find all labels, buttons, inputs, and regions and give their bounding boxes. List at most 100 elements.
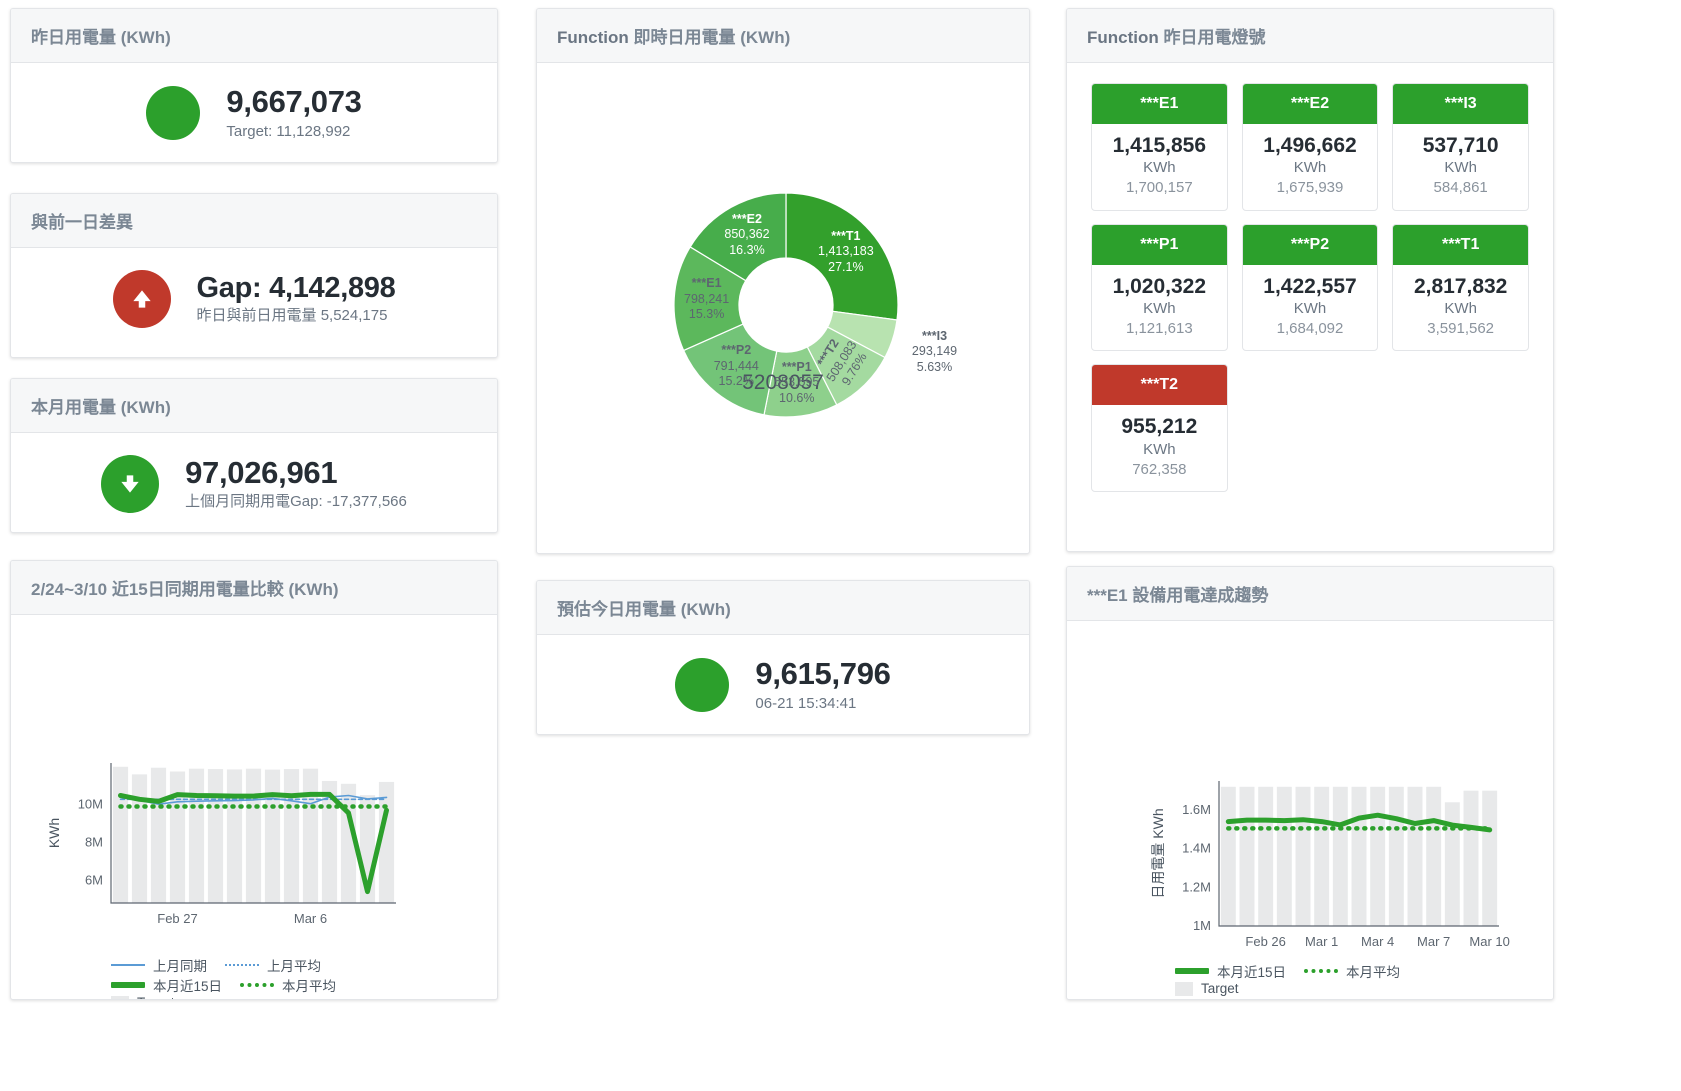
donut-title-en: Function <box>557 28 629 47</box>
y-tick-label: 10M <box>78 797 103 812</box>
light-badge-unit: KWh <box>1143 159 1176 177</box>
legend-item[interactable]: 上月同期 <box>111 955 207 975</box>
target-bar <box>1482 790 1498 926</box>
light-badge[interactable]: ***T2 955,212 KWh 762,358 <box>1091 364 1228 493</box>
arrow-down-icon <box>101 455 160 513</box>
legend-label: 本月平均 <box>282 979 337 994</box>
compare-chart-svg: 6M 8M 10M Feb 27 Mar 6 KWh <box>46 763 396 926</box>
legend-item[interactable]: Target <box>1175 981 1239 996</box>
target-bar <box>1314 786 1330 926</box>
target-bar <box>1463 790 1479 926</box>
legend-label: 本月近15日 <box>1217 965 1287 980</box>
donut-slice[interactable] <box>785 192 899 321</box>
light-badge-name: ***E1 <box>1092 84 1227 124</box>
kpi-month-body: 97,026,961 上個月同期用電Gap: -17,377,566 <box>11 433 497 532</box>
light-badge-grid: ***E1 1,415,856 KWh 1,700,157 ***E2 1,496,662… <box>1067 63 1553 518</box>
kpi-yesterday-text: 9,667,073 Target: 11,128,992 <box>226 84 362 141</box>
legend-item[interactable]: 上月平均 <box>225 955 321 975</box>
donut-title-zh: 即時日用電量 (KWh) <box>633 28 791 47</box>
legend-row: Target <box>111 995 354 999</box>
donut-slice[interactable] <box>689 192 787 282</box>
light-badge-value: 1,415,856 <box>1112 134 1207 157</box>
target-bar <box>1258 786 1274 926</box>
target-bar <box>150 767 167 903</box>
legend-swatch-icon <box>111 982 145 988</box>
light-badge-value: 1,496,662 <box>1263 134 1357 157</box>
y-tick-label: 6M <box>85 872 103 887</box>
card-title-difference: 與前一日差異 <box>11 194 497 248</box>
legend-item[interactable]: 本月近15日 <box>111 975 222 995</box>
card-compare-15day: 2/24~3/10 近15日同期用電量比較 (KWh) 6M 8M 10M Feb 2… <box>10 560 498 1000</box>
legend-item[interactable]: 本月平均 <box>1304 961 1400 981</box>
card-title-yesterday: 昨日用電量 (KWh) <box>11 9 497 63</box>
x-tick-label: Mar 4 <box>1361 934 1394 949</box>
target-bar <box>1407 786 1423 926</box>
light-badge-target: 762,358 <box>1132 460 1187 478</box>
light-badge-unit: KWh <box>1444 299 1477 317</box>
legend-label: Target <box>137 995 175 999</box>
legend-row: 本月近15日 本月平均 <box>1175 961 1418 981</box>
target-bar <box>1276 786 1292 926</box>
light-badge[interactable]: ***P2 1,422,557 KWh 1,684,092 <box>1241 223 1379 352</box>
light-badge[interactable]: ***E1 1,415,856 KWh 1,700,157 <box>1091 83 1228 211</box>
light-badge-body: 1,422,557 KWh 1,684,092 <box>1243 265 1378 351</box>
target-bar <box>112 766 129 903</box>
x-tick-label: Mar 7 <box>1417 934 1450 949</box>
y-tick-label: 1.4M <box>1182 841 1211 856</box>
y-axis-title: KWh <box>46 818 62 848</box>
target-bar <box>1220 786 1236 926</box>
light-badge-unit: KWh <box>1143 440 1176 458</box>
donut-svg <box>673 192 899 418</box>
light-badge-value: 2,817,832 <box>1413 274 1508 298</box>
light-badge-name: ***I3 <box>1393 84 1528 124</box>
kpi-value: 9,667,073 <box>226 84 362 119</box>
kpi-estimate-text: 9,615,796 06-21 15:34:41 <box>755 656 891 713</box>
kpi-value: Gap: 4,142,898 <box>196 271 396 304</box>
light-badge-name: ***E2 <box>1242 84 1378 124</box>
card-day-difference: 與前一日差異 Gap: 4,142,898 昨日與前日用電量 5,524,175 <box>10 193 498 358</box>
card-light-status: Function 昨日用電燈號 ***E1 1,415,856 KWh 1,700,1… <box>1066 8 1554 552</box>
target-bar <box>188 768 205 903</box>
kpi-subtext: 上個月同期用電Gap: -17,377,566 <box>185 493 407 511</box>
target-bar <box>1388 786 1404 926</box>
legend-item[interactable]: 本月近15日 <box>1175 961 1286 981</box>
light-badge-target: 1,700,157 <box>1125 179 1193 197</box>
light-badge-body: 2,817,832 KWh 3,591,562 <box>1393 265 1528 351</box>
legend-swatch-icon <box>111 995 129 999</box>
light-badge[interactable]: ***P1 1,020,322 KWh 1,121,613 <box>1091 223 1228 352</box>
kpi-month-text: 97,026,961 上個月同期用電Gap: -17,377,566 <box>185 455 407 512</box>
donut-slice[interactable] <box>673 246 747 352</box>
card-yesterday-usage: 昨日用電量 (KWh) 9,667,073 Target: 11,128,992 <box>10 8 498 163</box>
target-bar <box>321 780 338 903</box>
e1trend-chart-area: 1M 1.2M 1.4M 1.6M Feb 26 Mar 1 Mar 4 Mar 7 Mar 1… <box>1067 621 1553 999</box>
target-bar <box>283 769 300 903</box>
card-e1-trend: ***E1 設備用電達成趨勢 1M 1.2M 1.4M 1.6M Feb 26 Mar 1… <box>1066 566 1554 1000</box>
target-bar <box>226 769 243 903</box>
target-bar <box>340 783 357 903</box>
light-badge[interactable]: ***T1 2,817,832 KWh 3,591,562 <box>1392 223 1529 352</box>
light-badge-unit: KWh <box>1444 159 1477 177</box>
legend-item[interactable]: Target <box>111 995 175 999</box>
card-realtime-donut: Function 即時日用電量 (KWh) 5208057 ***T1 1,413… <box>536 8 1030 554</box>
target-bar <box>1239 786 1255 926</box>
light-badge-body: 1,020,322 KWh 1,121,613 <box>1092 265 1227 351</box>
legend-label: 本月近15日 <box>153 979 223 994</box>
card-month-usage: 本月用電量 (KWh) 97,026,961 上個月同期用電Gap: -17,3… <box>10 378 498 533</box>
target-bar <box>1426 786 1442 926</box>
legend-swatch-icon <box>1175 968 1209 974</box>
x-tick-label: Mar 10 <box>1469 934 1509 949</box>
legend-swatch-icon <box>225 964 259 966</box>
light-badge-unit: KWh <box>1293 159 1327 177</box>
legend-row: 本月近15日 本月平均 <box>111 975 354 995</box>
light-badge-body: 1,496,662 KWh 1,675,939 <box>1243 124 1378 210</box>
chart-series-line <box>1225 812 1493 833</box>
chart-axis <box>1218 781 1499 927</box>
status-circle-icon <box>675 658 730 713</box>
kpi-value: 9,615,796 <box>755 656 891 691</box>
light-badge[interactable]: ***I3 537,710 KWh 584,861 <box>1392 83 1529 211</box>
legend-item[interactable]: 本月平均 <box>240 975 336 995</box>
donut-slice[interactable] <box>682 323 778 416</box>
light-badge[interactable]: ***E2 1,496,662 KWh 1,675,939 <box>1241 83 1379 211</box>
status-circle-icon <box>146 86 201 141</box>
kpi-subtext: 06-21 15:34:41 <box>755 694 857 712</box>
